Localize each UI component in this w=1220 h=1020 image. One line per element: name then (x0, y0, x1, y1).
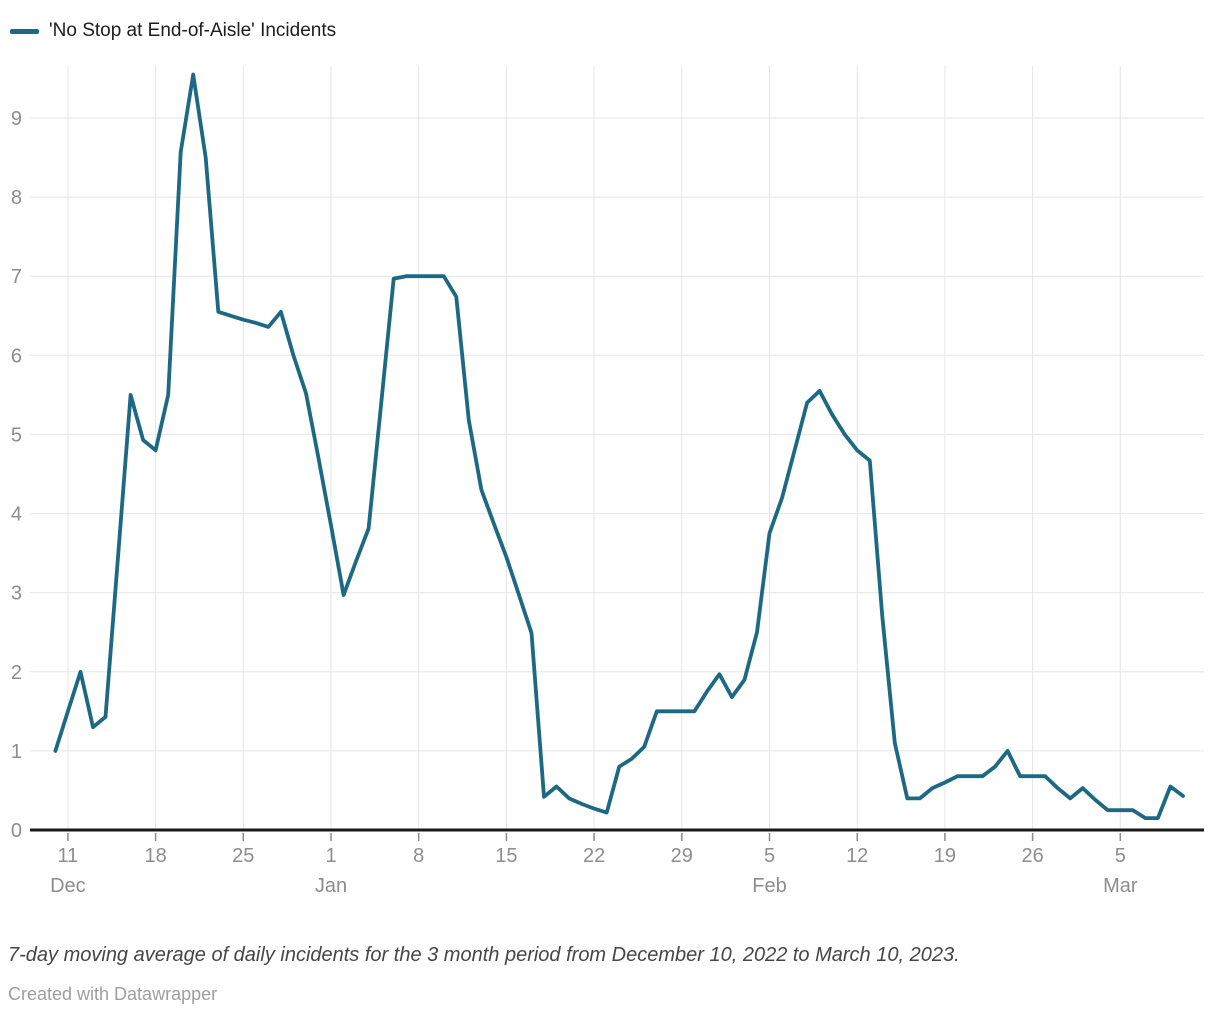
svg-text:7: 7 (11, 266, 22, 288)
x-tick-labels: 11 Dec 18 25 1 Jan 8 15 22 29 5 Feb 12 19 26 5 Mar (50, 845, 1138, 897)
svg-text:25: 25 (232, 845, 254, 867)
svg-text:6: 6 (11, 345, 22, 367)
svg-text:11: 11 (58, 845, 79, 867)
y-gridlines (30, 117, 1204, 752)
svg-text:8: 8 (413, 845, 424, 867)
svg-text:29: 29 (671, 845, 693, 867)
svg-text:22: 22 (583, 845, 605, 867)
datawrapper-attribution: Created with Datawrapper (8, 984, 218, 1004)
svg-text:Feb: Feb (752, 875, 786, 897)
svg-text:8: 8 (11, 187, 22, 209)
svg-text:0: 0 (11, 820, 22, 842)
legend-series-label: 'No Stop at End-of-Aisle' Incidents (49, 20, 337, 41)
svg-text:15: 15 (495, 845, 517, 867)
svg-text:12: 12 (846, 845, 868, 867)
svg-text:18: 18 (144, 845, 166, 867)
svg-text:26: 26 (1021, 845, 1043, 867)
svg-text:1: 1 (325, 845, 336, 867)
svg-text:2: 2 (11, 662, 22, 684)
svg-text:3: 3 (11, 583, 22, 605)
svg-text:Jan: Jan (315, 875, 347, 897)
svg-text:5: 5 (11, 424, 22, 446)
x-gridlines (67, 66, 1121, 830)
svg-text:19: 19 (934, 845, 956, 867)
svg-text:Mar: Mar (1103, 875, 1138, 897)
svg-text:5: 5 (1115, 845, 1126, 867)
incidents-data-line (53, 72, 1185, 820)
legend-line-swatch-icon (10, 28, 39, 34)
svg-text:5: 5 (764, 845, 775, 867)
svg-text:9: 9 (11, 108, 22, 130)
svg-text:Dec: Dec (50, 875, 86, 897)
chart-footnote: 7-day moving average of daily incidents … (8, 944, 960, 966)
legend: 'No Stop at End-of-Aisle' Incidents (10, 20, 336, 42)
y-tick-labels: 0 1 2 3 4 5 6 7 8 9 (11, 108, 22, 842)
svg-text:1: 1 (11, 741, 22, 763)
x-tick-marks (67, 833, 1122, 841)
svg-text:4: 4 (11, 504, 22, 526)
